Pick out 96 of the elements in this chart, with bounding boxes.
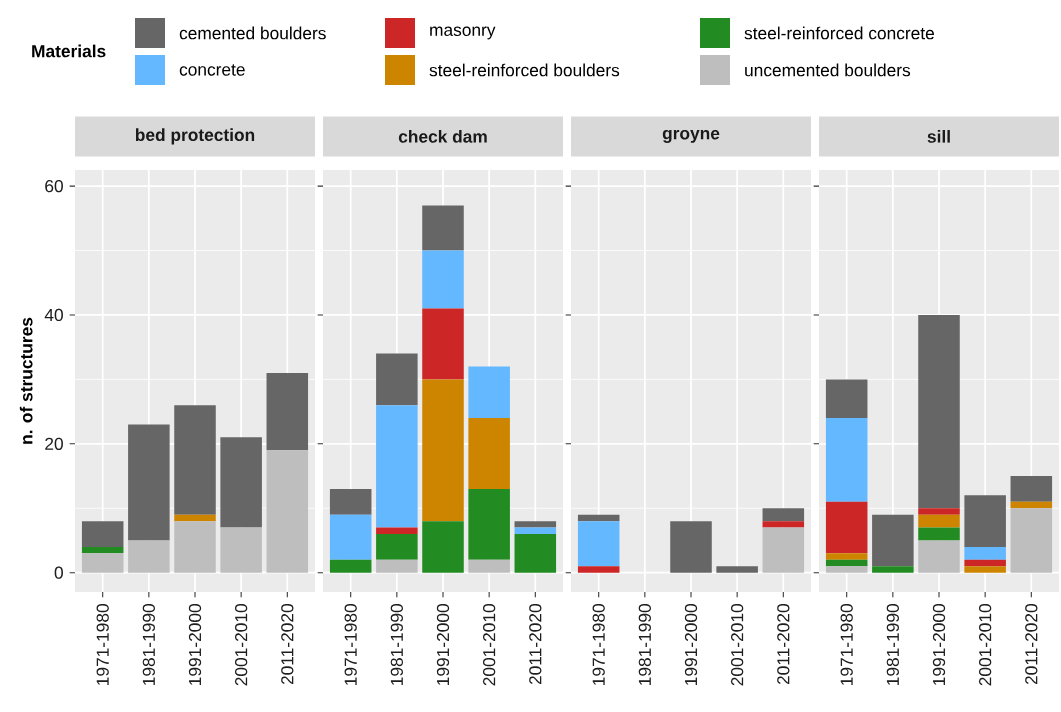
x-tick-label: 1981-1990 bbox=[638, 604, 651, 685]
x-tick-label: 2011-2020 bbox=[777, 604, 790, 685]
x-tick-label: 1991-2000 bbox=[188, 604, 202, 685]
bar bbox=[918, 314, 960, 509]
bar bbox=[220, 437, 262, 528]
bar bbox=[422, 521, 464, 573]
bar bbox=[376, 527, 418, 535]
bar bbox=[468, 488, 510, 560]
x-tick-label: 1991-2000 bbox=[932, 604, 946, 685]
bar bbox=[964, 559, 1006, 567]
bar bbox=[825, 566, 868, 573]
bar bbox=[81, 553, 124, 573]
bar bbox=[918, 527, 960, 541]
bar bbox=[762, 527, 805, 573]
bar bbox=[964, 546, 1006, 560]
bar bbox=[918, 514, 960, 528]
chart-title: bed protection bbox=[135, 128, 255, 145]
y-tick-label: 0 bbox=[54, 566, 63, 579]
x-tick-label: 1981-1990 bbox=[886, 604, 899, 685]
bar bbox=[376, 405, 418, 528]
bar bbox=[329, 559, 372, 573]
bar bbox=[762, 508, 805, 522]
legend-label: cemented boulders bbox=[179, 26, 326, 40]
bar bbox=[762, 521, 805, 528]
y-tick-label: 20 bbox=[45, 437, 63, 450]
bar bbox=[964, 495, 1006, 547]
x-tick-label: 1991-2000 bbox=[684, 604, 698, 685]
x-tick-label: 1971-1980 bbox=[840, 604, 853, 685]
bar bbox=[825, 418, 868, 502]
legend-label: concrete bbox=[179, 64, 245, 76]
bar bbox=[174, 405, 216, 515]
bar bbox=[376, 534, 418, 560]
chart-title: sill bbox=[927, 130, 950, 143]
bar bbox=[422, 205, 464, 251]
bar bbox=[174, 521, 216, 573]
bar bbox=[1010, 501, 1053, 509]
x-tick-label: 1981-1990 bbox=[390, 604, 403, 685]
legend-label: steel-reinforced boulders bbox=[429, 63, 620, 77]
x-tick-label: 2001-2010 bbox=[979, 604, 992, 686]
bar bbox=[81, 521, 124, 547]
bar bbox=[514, 527, 557, 535]
bar bbox=[128, 424, 170, 541]
bar bbox=[670, 521, 712, 573]
x-tick-label: 2011-2020 bbox=[281, 604, 294, 685]
bar bbox=[964, 566, 1006, 573]
bar bbox=[1010, 476, 1053, 502]
bar bbox=[266, 450, 309, 573]
legend-title: Materials bbox=[32, 44, 106, 58]
bar bbox=[468, 418, 510, 489]
bar bbox=[918, 508, 960, 515]
bar bbox=[468, 366, 510, 419]
bar bbox=[174, 514, 216, 522]
bar bbox=[872, 514, 914, 567]
bar bbox=[918, 540, 960, 573]
bar bbox=[266, 372, 309, 451]
legend-label: steel-reinforced concrete bbox=[744, 26, 934, 40]
bar bbox=[825, 553, 868, 560]
bar bbox=[577, 521, 620, 567]
chart-title: check dam bbox=[398, 130, 487, 143]
y-tick-label: 40 bbox=[44, 308, 63, 322]
bar bbox=[329, 488, 372, 515]
bar bbox=[825, 379, 868, 419]
bar bbox=[514, 534, 557, 573]
y-axis-title: n. of structures bbox=[19, 317, 33, 444]
bar bbox=[825, 559, 868, 567]
bar bbox=[220, 527, 262, 573]
bar bbox=[577, 566, 620, 573]
bar bbox=[577, 514, 620, 522]
x-tick-label: 1971-1980 bbox=[344, 604, 357, 685]
bar bbox=[422, 308, 464, 380]
bar bbox=[1010, 508, 1053, 573]
bar bbox=[514, 521, 557, 528]
bar bbox=[468, 559, 510, 573]
bar bbox=[81, 546, 124, 554]
bar bbox=[329, 514, 372, 560]
x-tick-label: 2001-2010 bbox=[235, 604, 248, 686]
x-tick-label: 2001-2010 bbox=[731, 604, 744, 686]
bar bbox=[128, 540, 170, 573]
x-tick-label: 2001-2010 bbox=[483, 604, 496, 686]
bar bbox=[376, 559, 418, 573]
x-tick-label: 1971-1980 bbox=[592, 604, 605, 685]
bar bbox=[376, 353, 418, 406]
bar bbox=[422, 379, 464, 522]
bar bbox=[716, 566, 758, 573]
x-tick-label: 2011-2020 bbox=[1025, 604, 1038, 685]
bar bbox=[872, 566, 914, 573]
bar bbox=[825, 501, 868, 554]
x-tick-label: 1991-2000 bbox=[436, 604, 450, 685]
x-tick-label: 2011-2020 bbox=[529, 604, 542, 685]
bar bbox=[422, 250, 464, 309]
y-tick-label: 60 bbox=[45, 179, 63, 193]
x-tick-label: 1971-1980 bbox=[96, 604, 109, 685]
chart-title: groyne bbox=[662, 129, 720, 143]
x-tick-label: 1981-1990 bbox=[142, 604, 155, 685]
legend-label: masonry bbox=[430, 26, 496, 40]
legend-label: uncemented boulders bbox=[745, 63, 911, 77]
